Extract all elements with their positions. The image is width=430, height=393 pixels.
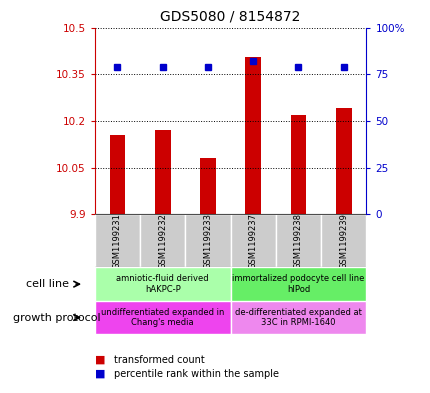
Bar — [154, 130, 170, 214]
Text: GSM1199237: GSM1199237 — [248, 213, 257, 269]
Text: ■: ■ — [95, 354, 105, 365]
Text: undifferentiated expanded in
Chang's media: undifferentiated expanded in Chang's med… — [101, 308, 224, 327]
Bar — [275, 214, 320, 267]
Text: growth protocol: growth protocol — [13, 312, 100, 323]
Bar — [95, 301, 230, 334]
Text: GSM1199232: GSM1199232 — [158, 213, 167, 269]
Bar — [230, 267, 366, 301]
Bar — [320, 214, 366, 267]
Bar — [290, 115, 306, 214]
Bar — [95, 267, 230, 301]
Text: de-differentiated expanded at
33C in RPMI-1640: de-differentiated expanded at 33C in RPM… — [234, 308, 361, 327]
Bar — [335, 108, 351, 214]
Bar — [95, 214, 140, 267]
Text: amniotic-fluid derived
hAKPC-P: amniotic-fluid derived hAKPC-P — [116, 274, 209, 294]
Text: GSM1199239: GSM1199239 — [338, 213, 347, 269]
Bar — [109, 135, 125, 214]
Bar — [245, 57, 261, 214]
Text: GSM1199231: GSM1199231 — [113, 213, 122, 269]
Title: GDS5080 / 8154872: GDS5080 / 8154872 — [160, 9, 300, 24]
Text: cell line: cell line — [26, 279, 69, 289]
Text: ■: ■ — [95, 369, 105, 379]
Text: percentile rank within the sample: percentile rank within the sample — [114, 369, 279, 379]
Bar — [185, 214, 230, 267]
Bar — [200, 158, 215, 214]
Bar — [230, 214, 275, 267]
Text: immortalized podocyte cell line
hIPod: immortalized podocyte cell line hIPod — [232, 274, 364, 294]
Bar — [230, 301, 366, 334]
Text: transformed count: transformed count — [114, 354, 205, 365]
Text: GSM1199238: GSM1199238 — [293, 213, 302, 269]
Text: GSM1199233: GSM1199233 — [203, 213, 212, 269]
Bar — [140, 214, 185, 267]
